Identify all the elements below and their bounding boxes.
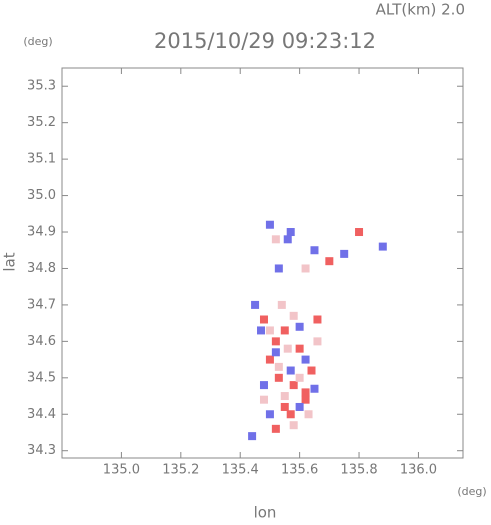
y-tick-label: 34.9 (27, 225, 56, 240)
y-tick-label: 35.2 (27, 115, 56, 130)
echo-cell (310, 384, 319, 393)
echo-cell (251, 300, 260, 309)
echo-cell (304, 410, 313, 419)
echo-cell (257, 326, 266, 335)
echo-cell (265, 326, 274, 335)
echo-cell (355, 228, 364, 237)
echo-cell (259, 381, 268, 390)
echo-cell (274, 373, 283, 382)
echo-cell (307, 366, 316, 375)
echo-cell (378, 242, 387, 251)
echo-cell (289, 421, 298, 430)
echo-cell (325, 257, 334, 266)
echo-cell (271, 235, 280, 244)
echo-cell (265, 410, 274, 419)
y-tick-label: 34.6 (27, 334, 56, 349)
y-tick-label: 35.1 (27, 152, 56, 167)
echo-cell (313, 315, 322, 324)
echo-cell (301, 355, 310, 364)
x-axis-label: lon (254, 504, 277, 522)
echo-cell (277, 300, 286, 309)
chart-title: 2015/10/29 09:23:12 (154, 29, 376, 53)
x-tick-label: 135.8 (340, 463, 377, 478)
echo-cell (271, 348, 280, 357)
echo-cell (283, 344, 292, 353)
echo-cell (310, 246, 319, 255)
echo-cell (289, 381, 298, 390)
echo-cell (259, 395, 268, 404)
x-tick-label: 135.4 (222, 463, 259, 478)
x-tick-label: 136.0 (400, 463, 437, 478)
echo-cell (286, 228, 295, 237)
echo-cell (280, 326, 289, 335)
echo-cell (301, 395, 310, 404)
echo-cell (271, 424, 280, 433)
echo-cell (274, 362, 283, 371)
echo-cell (248, 432, 257, 441)
echo-cell (295, 402, 304, 411)
x-tick-label: 135.6 (281, 463, 318, 478)
echo-cell (280, 392, 289, 401)
echo-cell (340, 249, 349, 258)
echo-cell (265, 220, 274, 229)
x-tick-label: 135.2 (162, 463, 199, 478)
echo-cell (283, 235, 292, 244)
y-tick-label: 34.3 (27, 443, 56, 458)
echo-cell (301, 264, 310, 273)
x-tick-label: 135.0 (103, 463, 140, 478)
echo-cell (286, 410, 295, 419)
y-axis-label: lat (1, 252, 19, 271)
echo-cell (295, 322, 304, 331)
echo-cell (259, 315, 268, 324)
y-tick-label: 34.5 (27, 370, 56, 385)
altitude: ALT(km) 2.0 (376, 1, 465, 19)
echo-cell (295, 344, 304, 353)
y-tick-label: 34.4 (27, 407, 56, 422)
y-unit: (deg) (23, 35, 52, 48)
echo-cell (265, 355, 274, 364)
echo-cell (274, 264, 283, 273)
echo-cell (301, 388, 310, 397)
echo-cell (280, 402, 289, 411)
y-tick-label: 34.7 (27, 297, 56, 312)
plot-frame (61, 67, 464, 459)
echo-cell (271, 337, 280, 346)
x-unit: (deg) (457, 485, 486, 498)
y-tick-label: 35.3 (27, 79, 56, 94)
echo-cell (289, 311, 298, 320)
echo-cell (286, 366, 295, 375)
y-tick-label: 34.8 (27, 261, 56, 276)
echo-cell (313, 337, 322, 346)
echo-cell (295, 373, 304, 382)
y-tick-label: 35.0 (27, 188, 56, 203)
